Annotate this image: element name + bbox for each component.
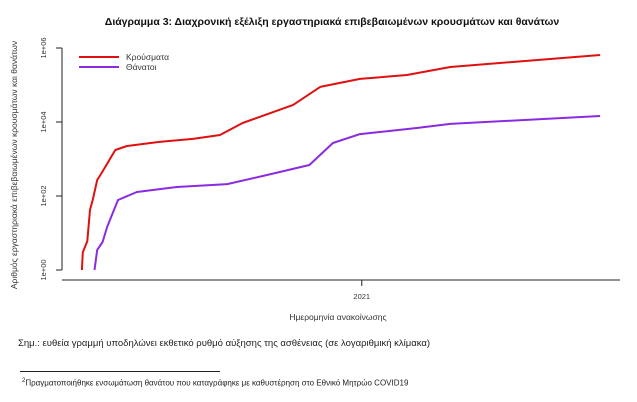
x-tick-label: 2021	[353, 292, 370, 301]
series-line-deaths	[93, 115, 601, 271]
series-line-cases	[80, 54, 601, 271]
footnote-marker: 2	[22, 378, 26, 384]
footnote: 2Πραγματοποιήθηκε ενσωμάτωση θανάτου που…	[22, 378, 408, 388]
footnote-text: Πραγματοποιήθηκε ενσωμάτωση θανάτου που …	[25, 378, 409, 388]
y-tick-label: 1e+06	[39, 37, 48, 58]
y-axis-label: Αριθμός εργαστηριακά επιβεβαιωμένων κρου…	[9, 41, 19, 289]
chart-title: Διάγραμμα 3: Διαχρονική εξέλιξη εργαστηρ…	[105, 16, 560, 28]
chart-note: Σημ.: ευθεία γραμμή υποδηλώνει εκθετικό …	[18, 338, 431, 349]
x-axis-label: Ημερομηνία ανακοίνωσης	[289, 312, 386, 322]
legend-label: Θάνατοι	[126, 62, 157, 72]
y-tick-label: 1e+04	[39, 111, 48, 132]
y-tick-label: 1e+02	[39, 185, 48, 206]
footnote-divider	[20, 371, 220, 372]
y-tick-label: 1e+00	[39, 259, 48, 280]
legend-label: Κρούσματα	[126, 52, 169, 62]
